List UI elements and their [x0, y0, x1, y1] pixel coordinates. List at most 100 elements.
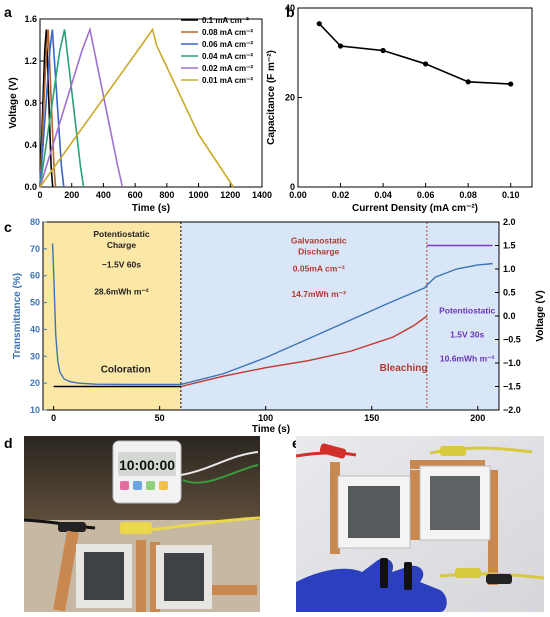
- y-right-tick-label: 2.0: [503, 217, 516, 227]
- copper-tape: [488, 470, 498, 585]
- series-line: [180, 315, 428, 388]
- x-tick-label: 0.02: [332, 190, 350, 200]
- y-right-tick-label: 0.5: [503, 288, 516, 298]
- data-point: [316, 21, 322, 27]
- timer-display-text: 10:00:00: [119, 457, 175, 473]
- x-tick-label: 0.04: [374, 190, 392, 200]
- y-left-axis-label: Transmittance (%): [12, 273, 23, 359]
- x-tick-label: 800: [159, 190, 174, 200]
- x-axis-label: Time (s): [132, 203, 170, 214]
- chart-a-galvanostatic-curves: 0 200 400 600 800 1000 1200 1400 0.0 0.4 0.8 1.2 1.6…: [8, 14, 272, 214]
- annotation-text: Charge: [107, 240, 137, 250]
- black-clip: [380, 558, 388, 588]
- series-line: [318, 23, 511, 85]
- copper-tape: [53, 530, 79, 612]
- x-tick-label: 0: [51, 413, 56, 423]
- x-tick-label: 1400: [252, 190, 272, 200]
- y-tick-label: 0: [290, 182, 295, 192]
- x-tick-label: 1200: [220, 190, 240, 200]
- annotation-text: Galvanostatic: [291, 235, 347, 245]
- y-tick-label: 1.6: [24, 14, 37, 24]
- y-right-tick-label: −1.0: [503, 358, 521, 368]
- legend-label: 0.04 mA cm⁻²: [202, 52, 253, 61]
- yellow-clip: [120, 522, 152, 534]
- device-right-window: [164, 553, 204, 601]
- y-tick-label: 20: [285, 93, 295, 103]
- data-point: [423, 61, 429, 67]
- yellow-clip-top: [440, 446, 466, 456]
- panel-label-d: d: [4, 435, 13, 451]
- x-tick-label: 1000: [189, 190, 209, 200]
- copper-tape: [136, 540, 146, 612]
- x-tick-label: 100: [258, 413, 273, 423]
- legend-label: 0.06 mA cm⁻²: [202, 40, 253, 49]
- shaded-region: [180, 222, 499, 410]
- copper-tape: [330, 462, 340, 554]
- red-clip: [319, 443, 347, 459]
- y-right-tick-label: 0.0: [503, 311, 516, 321]
- y-axis-label: Voltage (V): [8, 77, 19, 128]
- panel-label-a: a: [4, 4, 12, 20]
- green-wire: [182, 464, 259, 484]
- x-tick-label: 0.08: [459, 190, 477, 200]
- legend-label: 0.08 mA cm⁻²: [202, 28, 253, 37]
- series-line: [39, 27, 235, 188]
- series-line: [39, 29, 85, 188]
- annotation-text: 10.6mWh m⁻²: [440, 354, 495, 364]
- device-left-window: [84, 552, 124, 600]
- shaded-region: [43, 222, 181, 410]
- photo-e: [296, 436, 544, 612]
- x-tick-label: 0.00: [289, 190, 307, 200]
- y-left-tick-label: 40: [30, 324, 40, 334]
- series-line: [39, 29, 54, 188]
- timer-display: [118, 452, 176, 476]
- y-tick-label: 0.0: [24, 182, 37, 192]
- x-tick-label: 600: [128, 190, 143, 200]
- annotation-text: Potentiostatic: [439, 305, 495, 315]
- timer-button: [146, 481, 155, 490]
- data-point: [465, 79, 471, 85]
- series-line: [39, 29, 65, 188]
- timer-button: [159, 481, 168, 490]
- annotation-text: −1.5V 60s: [102, 260, 141, 270]
- legend-label: 0.01 mA cm⁻²: [202, 76, 253, 85]
- y-left-tick-label: 80: [30, 217, 40, 227]
- copper-tape: [410, 470, 420, 540]
- y-right-tick-label: 1.5: [503, 241, 516, 251]
- timer-button: [120, 481, 129, 490]
- y-right-tick-label: −1.5: [503, 382, 521, 392]
- x-axis-label: Current Density (mA cm⁻²): [352, 203, 478, 214]
- y-tick-label: 0.8: [24, 98, 37, 108]
- chart-c-transmittance-voltage: 0 50 100 150 200 10 20 30 40 50 60 70 80 −2.0 −1.5 −1.0…: [12, 217, 546, 435]
- white-wire: [180, 451, 259, 476]
- annotation-text: 1.5V 30s: [450, 329, 484, 339]
- annotation-text: 28.6mWh m⁻²: [94, 287, 149, 297]
- yellow-clip-right: [455, 568, 481, 578]
- annotation-text: Bleaching: [380, 363, 428, 374]
- y-tick-label: 1.2: [24, 56, 37, 66]
- black-clip: [58, 522, 86, 532]
- y-tick-label: 0.4: [24, 140, 37, 150]
- legend-label: 0.02 mA cm⁻²: [202, 64, 253, 73]
- data-point: [508, 81, 514, 87]
- data-point: [337, 43, 344, 49]
- device-right-window: [430, 476, 480, 530]
- x-tick-label: 0: [37, 190, 42, 200]
- series-line: [51, 243, 493, 386]
- panel-label-c: c: [4, 219, 12, 235]
- y-right-tick-label: −0.5: [503, 335, 521, 345]
- annotation-text: Potentiostatic: [93, 229, 149, 239]
- y-left-tick-label: 60: [30, 271, 40, 281]
- timer-button: [133, 481, 142, 490]
- annotation-text: Coloration: [101, 364, 151, 375]
- y-left-tick-label: 50: [30, 298, 40, 308]
- x-tick-label: 0.06: [417, 190, 435, 200]
- y-axis-label: Capacitance (F m⁻²): [266, 50, 277, 145]
- legend-label: 0.1 mA cm⁻²: [202, 16, 249, 25]
- black-clip-right: [486, 574, 512, 584]
- x-tick-label: 50: [155, 413, 165, 423]
- panel-label-b: b: [286, 4, 295, 20]
- annotation-text: 0.05mA cm⁻²: [293, 264, 345, 274]
- series-line: [39, 26, 124, 188]
